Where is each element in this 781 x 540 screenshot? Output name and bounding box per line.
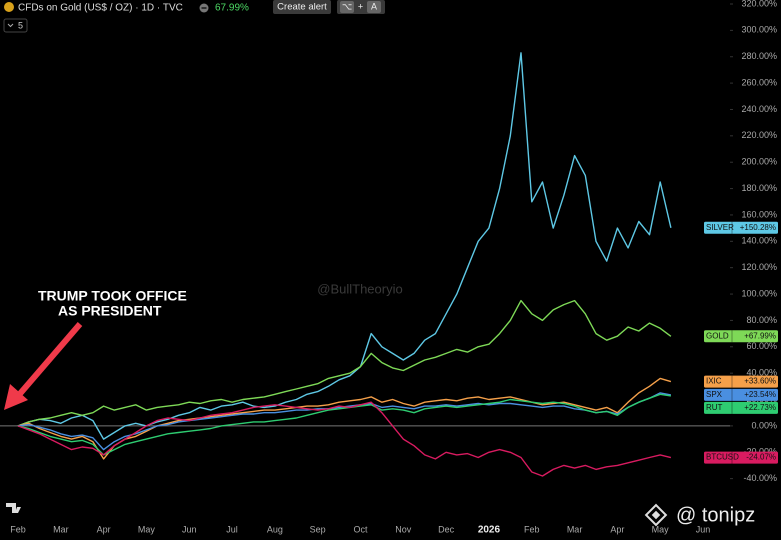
series-line (17, 299, 672, 427)
x-tick-label: Jun (696, 524, 711, 534)
x-tick-label: Jun (182, 524, 197, 534)
x-tick-label: Feb (524, 524, 540, 534)
series-tag-name: RUT (706, 403, 723, 412)
series-line (17, 393, 672, 456)
annotation: TRUMP TOOK OFFICE (38, 288, 187, 304)
x-tick-label: Nov (395, 524, 412, 534)
y-tick-label: 320.00% (741, 0, 777, 8)
annotation: AS PRESIDENT (58, 303, 162, 319)
y-tick-label: 0.00% (751, 420, 777, 430)
y-tick-label: 80.00% (746, 315, 777, 325)
credit: @ tonipz (676, 504, 755, 526)
series-tag-value: +150.28% (740, 223, 776, 232)
create-alert-label: Create alert (277, 2, 327, 13)
series-tag-name: SILVER (706, 223, 734, 232)
interval-chevron (7, 23, 14, 28)
y-tick-label: 300.00% (741, 25, 777, 35)
x-tick-label: Oct (353, 524, 368, 534)
shortcut-plus: + (358, 1, 363, 11)
series-tag (704, 388, 778, 401)
series-line (17, 52, 672, 440)
x-tick-label: 2026 (478, 525, 501, 536)
series-tag-value: +23.54% (744, 390, 776, 399)
y-tick-label: 260.00% (741, 77, 777, 87)
shortcut-key (340, 1, 354, 13)
y-tick-label: 40.00% (746, 368, 777, 378)
series-tag-name: IXIC (706, 377, 722, 386)
series-tag-value: +67.99% (744, 331, 776, 340)
series-tag (704, 221, 778, 234)
tradingview-logo (6, 503, 21, 513)
series-tag (704, 330, 778, 343)
shortcut-key-label: ⌥ (342, 1, 352, 11)
x-tick-label: Mar (567, 524, 583, 534)
status-icon-dash (201, 7, 207, 9)
series-tag-name: GOLD (706, 331, 729, 340)
series-tag (704, 401, 778, 414)
y-tick-label: -40.00% (743, 473, 777, 483)
symbol-title: CFDs on Gold (US$ / OZ) · 1D · TVC (18, 3, 183, 14)
x-tick-label: Feb (10, 524, 26, 534)
series-tag-value: -24.07% (746, 453, 776, 462)
series-line (17, 401, 672, 477)
shortcut-key (367, 1, 381, 13)
y-tick-label: 100.00% (741, 288, 777, 298)
y-tick-label: 240.00% (741, 104, 777, 114)
x-tick-label: Apr (97, 524, 111, 534)
shortcut-key-label: A (371, 1, 377, 11)
x-tick-label: Apr (610, 524, 624, 534)
y-tick-label: 60.00% (746, 341, 777, 351)
y-tick-label: 140.00% (741, 236, 777, 246)
y-tick-label: 120.00% (741, 262, 777, 272)
y-tick-label: 220.00% (741, 130, 777, 140)
x-tick-label: Mar (53, 524, 69, 534)
symbol-icon (4, 2, 14, 12)
interval-value: 5 (18, 20, 23, 30)
y-tick-label: 180.00% (741, 183, 777, 193)
series-tag-value: +22.73% (744, 403, 776, 412)
watermark: @BullTheoryio (317, 281, 402, 296)
series-tag (704, 375, 778, 388)
symbol-change: 67.99% (215, 3, 249, 14)
x-tick-label: May (138, 524, 156, 534)
logo-diamond (644, 503, 668, 527)
series-tag-value: +33.60% (744, 377, 776, 386)
y-tick-label: 160.00% (741, 209, 777, 219)
x-tick-label: Sep (310, 524, 326, 534)
series-tag-name: SPX (706, 390, 723, 399)
x-tick-label: Dec (438, 524, 455, 534)
y-tick-label: 280.00% (741, 51, 777, 61)
x-tick-label: Jul (226, 524, 238, 534)
y-tick-label: 200.00% (741, 157, 777, 167)
series-tag-name: BTCUSD (706, 453, 739, 462)
x-tick-label: May (652, 524, 670, 534)
x-tick-label: Aug (267, 524, 283, 534)
annotation-arrow (15, 322, 83, 398)
annotation-arrowhead (4, 384, 28, 410)
create-alert-button[interactable] (273, 0, 331, 14)
series-tag (704, 451, 778, 464)
interval-menu[interactable] (3, 18, 28, 33)
